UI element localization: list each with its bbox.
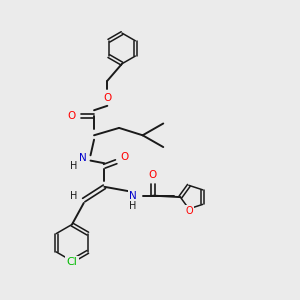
Text: O: O [68,111,76,121]
Text: H: H [70,161,78,172]
Text: H: H [70,190,77,201]
Text: O: O [121,152,129,162]
Text: N: N [79,153,87,163]
Text: H: H [129,201,137,211]
Text: N: N [129,190,137,201]
Text: O: O [103,93,111,103]
Text: O: O [185,206,193,216]
Text: O: O [149,170,157,180]
Text: Cl: Cl [67,257,77,268]
